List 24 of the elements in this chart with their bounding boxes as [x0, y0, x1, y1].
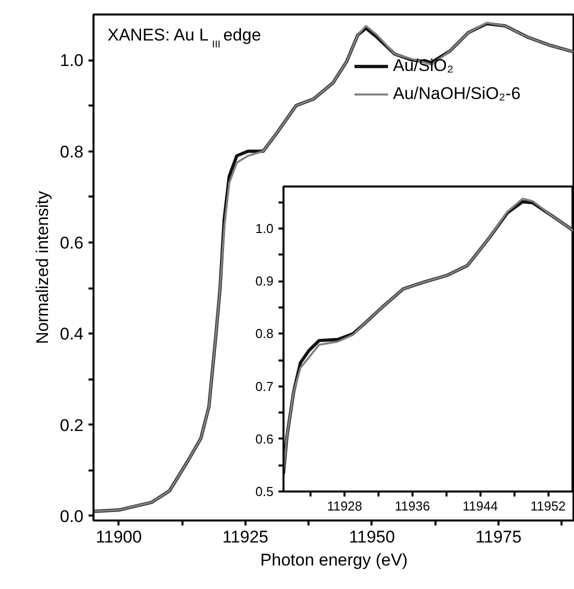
- y-tick-label: 0.8: [255, 326, 274, 342]
- x-tick-label: 11900: [96, 528, 142, 546]
- y-tick-label: 0.7: [255, 378, 274, 394]
- y-tick-label: 0.4: [60, 324, 84, 344]
- legend-label: Au/SiO₂: [393, 56, 454, 76]
- x-tick-label: 11936: [394, 498, 430, 514]
- y-axis-title: Normalized intensity: [32, 190, 52, 344]
- y-tick-label: 0.0: [60, 506, 84, 526]
- y-tick-label: 0.2: [60, 416, 84, 435]
- x-axis-title: Photon energy (eV): [260, 550, 408, 570]
- y-tick-label: 0.9: [255, 274, 274, 289]
- x-tick-label: 11944: [462, 498, 498, 514]
- x-tick-label: 11975: [476, 528, 522, 546]
- y-tick-label: 0.6: [255, 431, 274, 446]
- y-tick-label: 0.8: [60, 142, 84, 162]
- x-tick-label: 11928: [326, 498, 362, 514]
- legend-label: Au/NaOH/SiO₂-6: [393, 84, 521, 104]
- x-tick-label: 11925: [222, 528, 268, 546]
- y-tick-label: 1.0: [255, 221, 274, 236]
- x-tick-label: 11950: [348, 528, 395, 546]
- y-tick-label: 0.6: [60, 233, 84, 252]
- y-tick-label: 1.0: [60, 51, 84, 70]
- x-tick-label: 11952: [530, 498, 566, 514]
- y-tick-label: 0.5: [255, 484, 274, 499]
